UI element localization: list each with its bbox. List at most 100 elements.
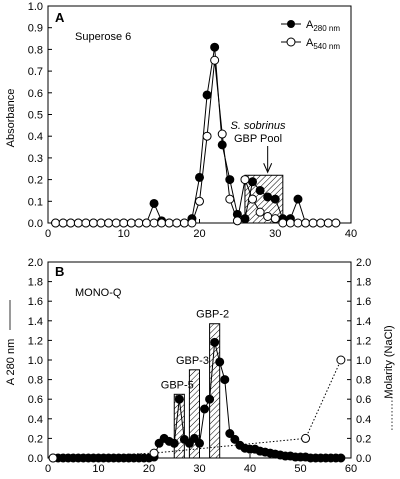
panel-b-ylabel: A 280 nm — [5, 339, 17, 385]
panel-a-series-2-point — [217, 129, 227, 139]
panel-b-series-1-point — [174, 394, 184, 404]
panel-b-series-2-point — [48, 453, 58, 463]
panel-a-ytick-label: 0.0 — [28, 218, 43, 230]
panel-a-series-2-point — [179, 218, 189, 228]
panel-b-ytick-label: 2.0 — [28, 257, 43, 269]
panel-a-series-2-point — [88, 218, 98, 228]
panel-a-series-2-point — [119, 218, 129, 228]
panel-b-ytick-label: 0.4 — [28, 414, 43, 426]
legend-a280-label: A280 nm — [306, 19, 340, 33]
panel-b-ytick-label: 0.6 — [28, 394, 43, 406]
panel-b-y2tick-label: 0.6 — [356, 394, 371, 406]
panel-a-series-2-point — [316, 218, 326, 228]
panel-a-annotation: Superose 6 — [75, 31, 131, 43]
panel-b-bar-label-gbp-2: GBP-2 — [196, 309, 229, 321]
panel-a-ytick-label: 0.5 — [28, 110, 43, 122]
panel-b-series-2-point — [149, 448, 159, 458]
panel-b-series-1-point — [336, 453, 346, 463]
panel-a-ytick-label: 0.7 — [28, 66, 43, 78]
panel-a-series-2-point — [51, 218, 61, 228]
panel-a-series-2-point — [255, 207, 265, 217]
panel-a-series-2-point — [232, 216, 242, 226]
panel-a-pool-arrow-head — [263, 163, 273, 174]
panel-b-y2tick-label: 0.4 — [356, 414, 371, 426]
panel-a-ytick-label: 1.0 — [28, 1, 43, 13]
panel-b-bar-label-gbp-5: GBP-5 — [161, 379, 194, 391]
panel-a: 0 10 20 30 40 0.0 0.1 0.2 0.3 0.4 0.5 0.6 0.7 0.8 0.9 1… — [5, 1, 357, 240]
panel-a-series-1-point — [248, 177, 258, 187]
panel-a-series-2-point — [58, 218, 68, 228]
panel-b-bar-gbp-3 — [188, 369, 200, 459]
panel-b-y2label: Molarity (NaCl) — [383, 325, 395, 398]
panel-b-ytick-label: 1.0 — [28, 355, 43, 367]
panel-a-ytick-label: 0.1 — [28, 196, 43, 208]
panel-a-ytick-label: 0.2 — [28, 175, 43, 187]
panel-b-series-1-point — [210, 337, 220, 347]
panel-a-series-2-point — [248, 194, 258, 204]
panel-a-xtick-label: 10 — [118, 228, 130, 240]
panel-b-xtick-label: 60 — [345, 463, 357, 475]
panel-b-bar-gbp-2 — [209, 323, 221, 459]
panel-a-xtick-label: 40 — [345, 228, 357, 240]
panel-a-series-2-point — [278, 218, 288, 228]
panel-a-letter: A — [55, 10, 65, 25]
panel-b-xtick-label: 40 — [244, 463, 256, 475]
panel-a-series-1-point — [293, 194, 303, 204]
panel-b-ytick-label: 0.2 — [28, 433, 43, 445]
panel-b-data-layer: GBP-5 GBP-3 GBP-2 — [48, 309, 346, 463]
panel-b-series-1-point — [205, 394, 215, 404]
panel-a-series-2-point — [172, 218, 182, 228]
panel-a-series-2-point — [331, 218, 341, 228]
panel-a-grid-layer: 0 10 20 30 40 0.0 0.1 0.2 0.3 0.4 0.5 0.6 0.7 0.8 0.9 1… — [28, 1, 357, 240]
panel-a-series-2-point — [195, 196, 204, 206]
panel-b-y2tick-label: 1.8 — [356, 277, 371, 289]
panel-a-series-1-point — [255, 185, 265, 195]
panel-b-bar-label-gbp-3: GBP-3 — [176, 355, 209, 367]
panel-a-series-2-point — [164, 218, 174, 228]
panel-b-ytick-label: 1.6 — [28, 296, 43, 308]
panel-a-series-1-point — [210, 42, 220, 52]
panel-a-series-2-point — [149, 218, 159, 228]
panel-a-data-layer — [51, 42, 341, 228]
panel-a-series-2-point — [263, 211, 273, 221]
panel-a-series-2-point — [293, 218, 303, 228]
panel-a-series-2-point — [240, 175, 250, 185]
panel-b-ytick-label: 1.4 — [28, 316, 43, 328]
panel-a-series-2-point — [308, 218, 318, 228]
panel-a-series-2-point — [134, 218, 144, 228]
panel-b-y2tick-label: 2.0 — [356, 257, 371, 269]
panel-b-xtick-label: 0 — [45, 463, 51, 475]
panel-b-xtick-label: 30 — [193, 463, 205, 475]
panel-a-series-2-point — [104, 218, 114, 228]
panel-b-y2tick-label: 1.0 — [356, 355, 371, 367]
panel-b-series-1-point — [200, 404, 210, 414]
panel-a-ylabel: Absorbance — [5, 89, 17, 148]
panel-a-series-2-point — [73, 218, 83, 228]
panel-b: 0 10 20 30 40 50 600.0 0.00.2 0.20.4 0.40.6 0.60.8… — [5, 257, 395, 475]
panel-b-y2tick-label: 0.8 — [356, 375, 371, 387]
legend-a540-marker — [286, 37, 296, 47]
panel-b-series-2-point — [301, 433, 311, 443]
panel-a-xtick-label: 30 — [269, 228, 281, 240]
panel-a-series-2-point — [66, 218, 76, 228]
panel-b-ytick-label: 1.8 — [28, 277, 43, 289]
panel-a-series-1-point — [195, 172, 204, 182]
panel-b-series-2-point — [336, 355, 346, 365]
panel-a-series-2-point — [157, 218, 167, 228]
panel-b-y2tick-label: 1.2 — [356, 335, 371, 347]
panel-a-series-2-point — [270, 214, 280, 224]
panel-b-xtick-label: 20 — [143, 463, 155, 475]
panel-a-ytick-label: 0.8 — [28, 44, 43, 56]
panel-b-y2tick-label: 0.2 — [356, 433, 371, 445]
panel-b-series-1-point — [230, 434, 240, 444]
panel-a-ytick-label: 0.6 — [28, 88, 43, 100]
panel-b-series-1-point — [220, 375, 230, 385]
panel-b-ytick-label: 0.8 — [28, 375, 43, 387]
panel-a-pool-label-italic: S. sobrinus — [230, 120, 286, 132]
panel-b-series-1-point — [169, 438, 179, 448]
panel-b-series-1-point — [215, 357, 225, 367]
panel-b-letter: B — [55, 264, 64, 279]
panel-a-ytick-label: 0.3 — [28, 153, 43, 165]
legend-a540-label: A540 nm — [306, 37, 340, 51]
